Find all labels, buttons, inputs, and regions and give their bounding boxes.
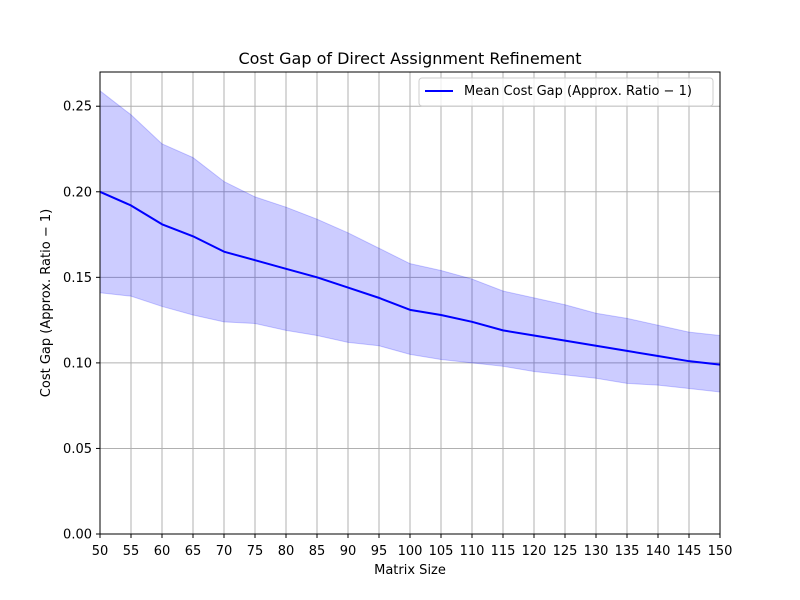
x-tick-label: 90 [340,544,357,559]
y-axis-ticks: 0.00 0.05 0.10 0.15 0.20 0.25 [63,100,100,543]
y-tick-label: 0.10 [63,356,92,371]
x-tick-label: 100 [398,544,423,559]
x-tick-label: 120 [522,544,547,559]
x-tick-label: 75 [247,544,264,559]
y-tick-label: 0.00 [63,528,92,543]
x-tick-label: 80 [278,544,295,559]
x-tick-label: 70 [216,544,233,559]
confidence-band [100,90,720,392]
y-tick-label: 0.25 [63,100,92,115]
x-tick-label: 140 [646,544,671,559]
band-lower-edge [99,292,721,393]
legend: Mean Cost Gap (Approx. Ratio − 1) [418,77,714,107]
x-axis-label: Matrix Size [374,563,446,578]
y-axis-label: Cost Gap (Approx. Ratio − 1) [39,209,54,397]
x-tick-label: 115 [491,544,516,559]
band-upper-edge [99,90,721,337]
x-tick-label: 50 [92,544,109,559]
chart-title: Cost Gap of Direct Assignment Refinement [238,49,581,68]
x-tick-label: 150 [708,544,733,559]
x-tick-label: 105 [429,544,454,559]
x-tick-label: 135 [615,544,640,559]
y-tick-label: 0.15 [63,271,92,286]
x-tick-label: 125 [553,544,578,559]
x-tick-label: 55 [123,544,140,559]
x-tick-label: 130 [584,544,609,559]
x-tick-label: 60 [154,544,171,559]
series-line-mean-cost-gap [99,190,721,366]
x-tick-label: 145 [677,544,702,559]
plot-area [99,71,721,535]
y-tick-label: 0.05 [63,442,92,457]
x-tick-label: 65 [185,544,202,559]
x-tick-label: 85 [309,544,326,559]
x-tick-label: 95 [371,544,388,559]
y-tick-label: 0.20 [63,185,92,200]
legend-box [418,77,714,107]
x-axis-ticks: 50 55 60 65 70 75 80 85 90 95 100 105 110 115 120 125 13… [92,534,733,559]
x-tick-label: 110 [460,544,485,559]
legend-label: Mean Cost Gap (Approx. Ratio − 1) [464,84,692,99]
